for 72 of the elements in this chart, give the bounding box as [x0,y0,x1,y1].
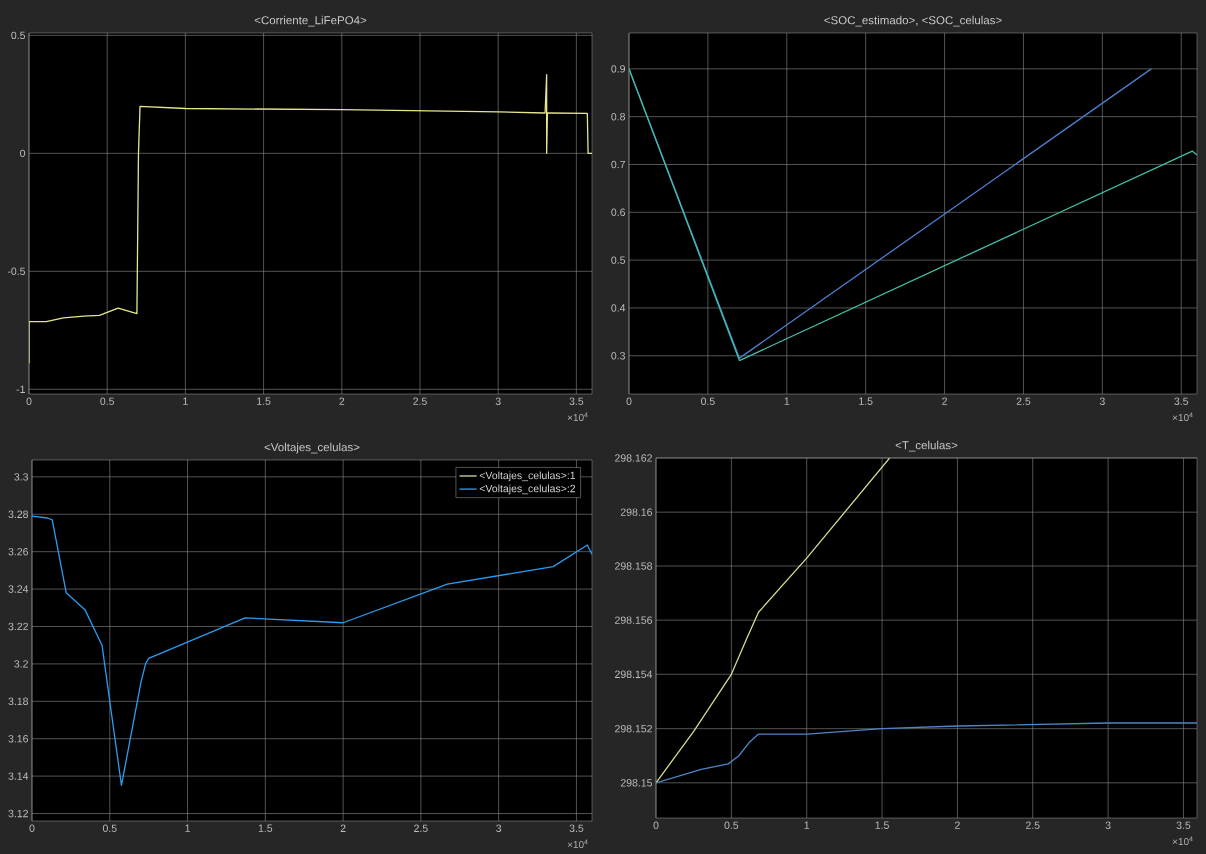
x-tick-label: 1 [183,397,188,405]
y-tick-label: 3.22 [8,622,28,631]
line-series [656,458,891,784]
x-tick-label: 3 [495,397,501,405]
y-tick-label: 3.3 [14,473,29,481]
chart-title: <Corriente_LiFePO4> [254,15,367,27]
x-tick-label: 2 [942,397,947,405]
y-tick-label: 298.15 [620,779,653,787]
y-tick-label: 3.14 [8,772,29,780]
x-tick-label: 2.5 [413,397,427,405]
legend-label: <Voltajes_celulas>:2 [479,484,576,495]
x-tick-label: 1 [185,824,190,832]
x-tick-label: 1.5 [859,397,873,405]
y-tick-label: 0.4 [611,304,626,312]
x-tick-label: 0.5 [701,397,715,405]
y-tick-label: 0.7 [611,160,625,169]
x-tick-label: 2 [955,821,960,829]
y-tick-label: 0.9 [611,65,625,73]
y-tick-label: 3.24 [8,585,29,593]
chart-title: <SOC_estimado>, <SOC_celulas> [824,15,1002,27]
text: ×10$^{4}$ [567,412,588,422]
x-tick-label: 2.5 [1025,821,1040,829]
x-tick-label: 1.5 [875,821,889,829]
x-tick-label: 0 [29,824,35,832]
text: ×10$^{4}$ [1172,836,1193,846]
x-tick-label: 0 [653,821,659,829]
x-tick-label: 2.5 [414,824,428,832]
y-tick-label: -0.5 [7,267,26,276]
line-series [32,515,593,787]
y-tick-label: 3.28 [8,510,29,518]
x-tick-label: 2.5 [1016,397,1031,405]
chart-title: <T_celulas> [895,440,958,452]
x-tick-label: 3 [496,824,502,832]
y-tick-label: 298.152 [615,724,652,733]
y-tick-label: 0.8 [611,112,626,121]
x-tick-label: 2 [339,397,345,405]
x-tick-label: 1 [784,397,790,405]
x-tick-label: 3.5 [1174,397,1189,405]
y-tick-label: 3.16 [8,735,29,743]
y-tick-label: 298.16 [620,508,653,516]
y-tick-label: 3.26 [8,547,29,556]
y-tick-label: -1 [16,385,25,393]
x-tick-label: 3.5 [569,824,584,832]
x-tick-label: 0.5 [100,397,115,405]
y-tick-label: 298.158 [615,562,653,570]
y-tick-label: 0.6 [611,208,626,217]
x-tick-label: 2 [340,824,346,832]
x-tick-label: 3.5 [569,397,584,405]
y-tick-label: 0 [20,149,26,158]
y-tick-label: 3.12 [8,809,28,818]
line-series [29,73,593,364]
y-tick-label: 0.3 [611,352,626,360]
line-series [656,722,1198,784]
x-tick-label: 3 [1105,821,1111,829]
y-tick-label: 298.156 [615,616,653,624]
text: ×10$^{4}$ [567,839,588,849]
x-tick-label: 0.5 [724,821,739,829]
y-tick-label: 298.162 [615,454,652,462]
y-tick-label: 3.18 [8,697,29,706]
y-tick-label: 0.5 [11,31,26,40]
y-tick-label: 3.2 [14,660,28,668]
x-tick-label: 0.5 [102,824,117,832]
x-tick-label: 3.5 [1176,821,1191,829]
y-tick-label: 298.154 [615,670,653,678]
x-tick-label: 1 [804,821,810,829]
x-tick-label: 1.5 [258,824,273,832]
y-tick-label: 0.5 [611,256,626,264]
chart-title: <Voltajes_celulas> [264,442,360,454]
x-tick-label: 1.5 [257,397,271,405]
text: ×10$^{4}$ [1172,412,1193,422]
x-tick-label: 3 [1099,397,1105,405]
legend-label: <Voltajes_celulas>:1 [479,471,576,482]
